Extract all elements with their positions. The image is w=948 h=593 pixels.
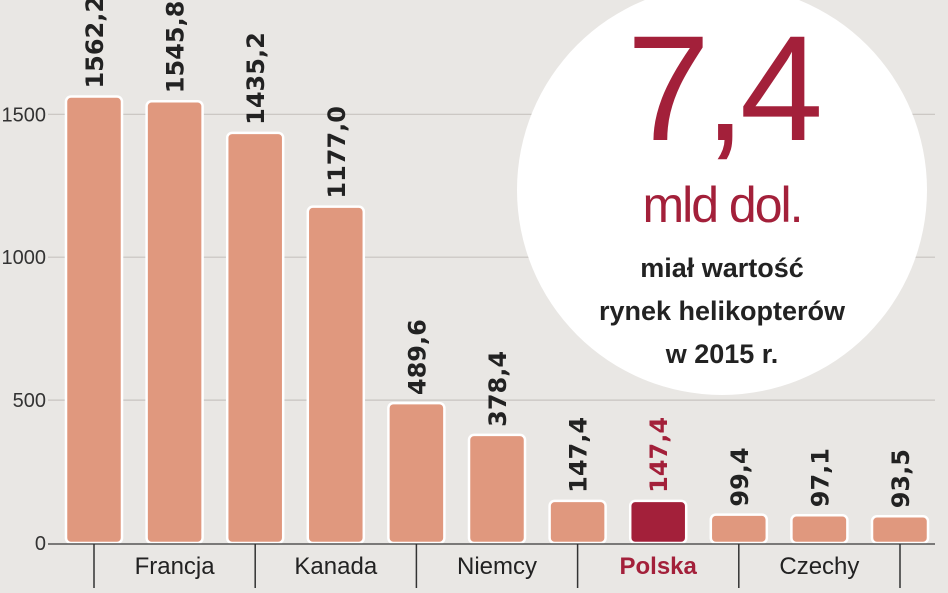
- value-label: 147,4: [645, 417, 673, 493]
- x-tick-label: Polska: [620, 553, 698, 580]
- bar: [870, 515, 930, 545]
- value-label: 97,1: [806, 448, 834, 507]
- bars: [64, 95, 930, 545]
- y-tick-label: 500: [13, 390, 46, 412]
- y-tick-label: 1000: [2, 247, 47, 269]
- value-labels: 1562,2 1545,8 1435,2 1177,0 489,6 378,4 147,4 1…: [81, 0, 915, 508]
- y-axis-ticks: 0 500 1000 1500: [2, 104, 47, 555]
- x-axis: Francja Kanada Niemcy Polska Czechy: [48, 543, 935, 588]
- callout-circle: [517, 0, 927, 395]
- bar: [306, 205, 366, 545]
- value-label: 1177,0: [323, 106, 351, 199]
- value-label: 93,5: [887, 449, 915, 508]
- callout-unit: mld dol.: [642, 177, 801, 233]
- value-label: 1562,2: [81, 0, 109, 89]
- callout-value: 7,4: [627, 4, 820, 172]
- value-label: 378,4: [484, 351, 512, 427]
- callout-bubble: 7,4 mld dol. miał wartość rynek helikopt…: [517, 0, 927, 395]
- bar: [467, 433, 527, 545]
- y-tick-label: 1500: [2, 104, 47, 126]
- value-label: 1435,2: [242, 32, 270, 125]
- bar: [225, 131, 285, 545]
- bar: [548, 499, 607, 545]
- bar: [145, 99, 204, 545]
- x-tick-label: Kanada: [294, 553, 377, 580]
- bar: [628, 499, 688, 545]
- bar: [709, 513, 769, 545]
- bar: [790, 513, 849, 545]
- x-tick-label: Czechy: [779, 553, 859, 580]
- x-tick-label: Niemcy: [457, 553, 537, 580]
- callout-line-3: w 2015 r.: [665, 339, 779, 369]
- x-tick-label: Francja: [135, 553, 216, 580]
- value-label: 147,4: [565, 417, 593, 493]
- y-tick-label: 0: [35, 533, 46, 555]
- value-label: 99,4: [726, 447, 754, 506]
- value-label: 1545,8: [162, 1, 190, 94]
- value-label: 489,6: [403, 319, 431, 395]
- bar: [387, 401, 446, 545]
- callout-line-1: miał wartość: [640, 253, 804, 283]
- bar: [64, 95, 124, 545]
- callout-line-2: rynek helikopterów: [599, 296, 846, 326]
